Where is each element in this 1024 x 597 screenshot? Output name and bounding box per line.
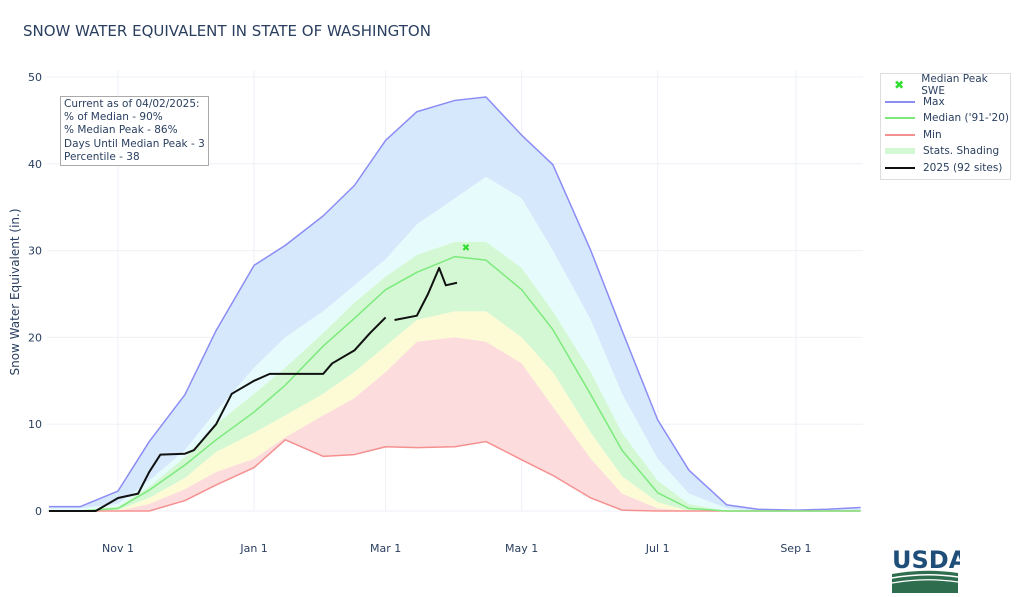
annotation-line: % of Median - 90% — [64, 111, 163, 124]
x-marker-icon: ✖ — [894, 78, 905, 93]
usda-logo-text: USDA — [892, 546, 960, 574]
usda-logo: USDA — [891, 546, 960, 593]
band-p10-min — [48, 337, 861, 511]
status-annotation: Current as of 04/02/2025: % of Median - … — [60, 96, 209, 167]
current-year-line — [48, 316, 387, 512]
chart-title: SNOW WATER EQUIVALENT IN STATE OF WASHIN… — [23, 22, 431, 40]
y-tick-label: 10 — [28, 418, 42, 431]
line-swatch-icon — [883, 100, 917, 103]
y-tick-label: 20 — [28, 331, 42, 344]
fill-swatch-icon — [883, 148, 917, 155]
legend: ✖ Median Peak SWE Max Median ('91-'20) Mi… — [880, 73, 1011, 180]
y-tick-label: 30 — [28, 245, 42, 258]
max-line — [48, 96, 861, 511]
line-swatch-icon — [883, 166, 917, 169]
legend-item-max[interactable]: Max — [881, 94, 1010, 111]
line-swatch-icon — [883, 133, 917, 136]
x-tick-label: Jan 1 — [239, 542, 267, 555]
median-peak-marker: ✖ — [462, 243, 470, 254]
annotation-line: % Median Peak - 86% — [64, 124, 178, 137]
y-tick-label: 0 — [35, 505, 42, 518]
current-year-line — [394, 266, 458, 322]
y-axis-label: Snow Water Equivalent (in.) — [8, 208, 22, 375]
x-tick-label: Mar 1 — [370, 542, 401, 555]
annotation-line: Days Until Median Peak - 3 — [64, 137, 205, 150]
legend-item-2025[interactable]: 2025 (92 sites) — [881, 160, 1010, 177]
line-swatch-icon — [883, 117, 917, 120]
y-tick-label: 50 — [28, 71, 42, 84]
legend-item-median-peak[interactable]: ✖ Median Peak SWE — [881, 73, 1010, 97]
legend-item-min[interactable]: Min — [881, 127, 1010, 144]
y-tick-label: 40 — [28, 158, 42, 171]
x-tick-label: Jul 1 — [645, 542, 670, 555]
band-p70-p30 — [48, 241, 861, 512]
annotation-line: Current as of 04/02/2025: — [64, 98, 200, 110]
legend-item-median[interactable]: Median ('91-'20) — [881, 110, 1010, 127]
annotation-line: Percentile - 38 — [64, 150, 140, 163]
x-tick-label: May 1 — [505, 542, 538, 555]
legend-item-shading[interactable]: Stats. Shading — [881, 143, 1010, 160]
band-max-p90 — [48, 96, 861, 512]
median-line — [48, 255, 861, 512]
x-tick-label: Nov 1 — [102, 542, 134, 555]
x-tick-label: Sep 1 — [780, 542, 811, 555]
